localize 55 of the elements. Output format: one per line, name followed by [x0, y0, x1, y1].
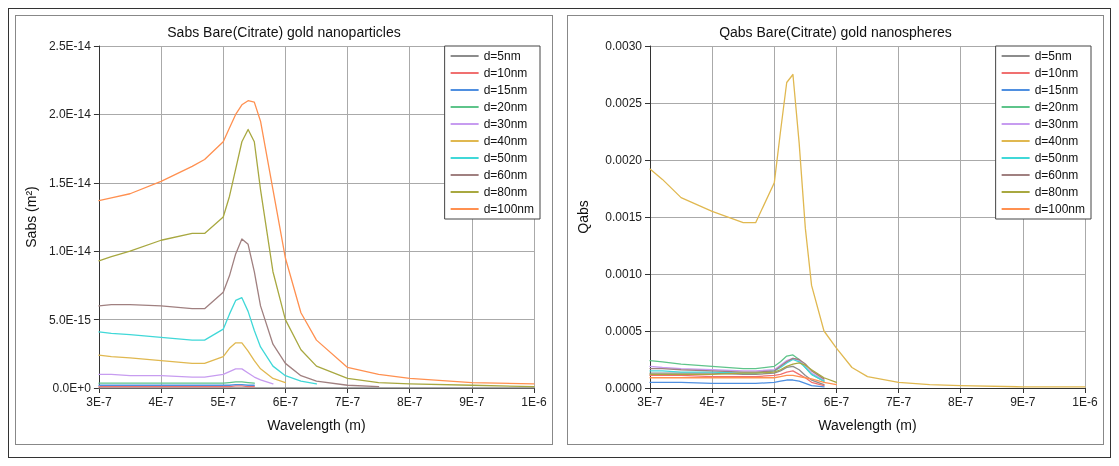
y-tick-label: 5.0E-15: [48, 312, 92, 327]
legend-label: d=30nm: [1034, 117, 1079, 131]
x-tick-label: 9E-7: [1010, 395, 1036, 409]
y-tick-label: 0.0005: [605, 324, 643, 338]
legend-label: d=10nm: [1034, 66, 1079, 80]
chart-title: Sabs Bare(Citrate) gold nanoparticles: [167, 24, 401, 40]
y-tick-label: 1.0E-14: [48, 244, 92, 259]
y-axis-title: Sabs (m²): [23, 186, 39, 248]
x-tick-label: 4E-7: [148, 395, 175, 409]
legend-label: d=30nm: [483, 117, 528, 131]
legend-label: d=10nm: [483, 66, 528, 80]
y-tick-label: 0.0E+0: [52, 381, 92, 395]
legend-label: d=40nm: [483, 134, 528, 148]
y-tick-label: 0.0000: [605, 381, 643, 395]
legend-label: d=80nm: [1034, 185, 1079, 199]
x-tick-label: 4E-7: [699, 395, 726, 409]
chart-title: Qabs Bare(Citrate) gold nanospheres: [719, 24, 952, 40]
x-tick-label: 1E-6: [1072, 395, 1098, 409]
x-tick-label: 7E-7: [885, 395, 912, 409]
legend-label: d=20nm: [1034, 100, 1079, 114]
x-tick-label: 3E-7: [637, 395, 663, 409]
legend-label: d=50nm: [1034, 151, 1079, 165]
x-tick-label: 6E-7: [272, 395, 299, 409]
x-axis-title: Wavelength (m): [818, 417, 917, 433]
y-tick-label: 1.5E-14: [48, 175, 92, 190]
legend-label: d=50nm: [483, 151, 528, 165]
legend-label: d=5nm: [1034, 49, 1072, 63]
x-tick-label: 6E-7: [823, 395, 850, 409]
legend-label: d=60nm: [1034, 168, 1079, 182]
y-tick-label: 0.0020: [605, 153, 643, 167]
x-tick-label: 3E-7: [86, 395, 112, 409]
y-tick-label: 0.0030: [605, 39, 643, 53]
x-tick-label: 5E-7: [210, 395, 237, 409]
legend-label: d=5nm: [483, 49, 521, 63]
legend-label: d=100nm: [483, 202, 534, 216]
x-tick-label: 8E-7: [397, 395, 423, 409]
y-tick-label: 2.5E-14: [48, 39, 92, 53]
y-tick-label: 0.0010: [605, 267, 643, 281]
y-axis-title: Qabs: [575, 200, 591, 234]
legend-label: d=15nm: [483, 83, 528, 97]
legend-label: d=15nm: [1034, 83, 1079, 97]
legend-label: d=60nm: [483, 168, 528, 182]
legend-label: d=20nm: [483, 100, 528, 114]
x-tick-label: 5E-7: [761, 395, 788, 409]
x-axis-title: Wavelength (m): [267, 417, 366, 433]
legend-label: d=40nm: [1034, 134, 1079, 148]
x-tick-label: 1E-6: [521, 395, 547, 409]
legend-label: d=100nm: [1034, 202, 1085, 216]
y-tick-label: 2.0E-14: [48, 107, 92, 122]
x-tick-label: 7E-7: [334, 395, 361, 409]
y-tick-label: 0.0015: [605, 210, 643, 224]
x-tick-label: 9E-7: [459, 395, 485, 409]
y-tick-label: 0.0025: [605, 96, 643, 110]
x-tick-label: 8E-7: [948, 395, 974, 409]
legend-label: d=80nm: [483, 185, 528, 199]
